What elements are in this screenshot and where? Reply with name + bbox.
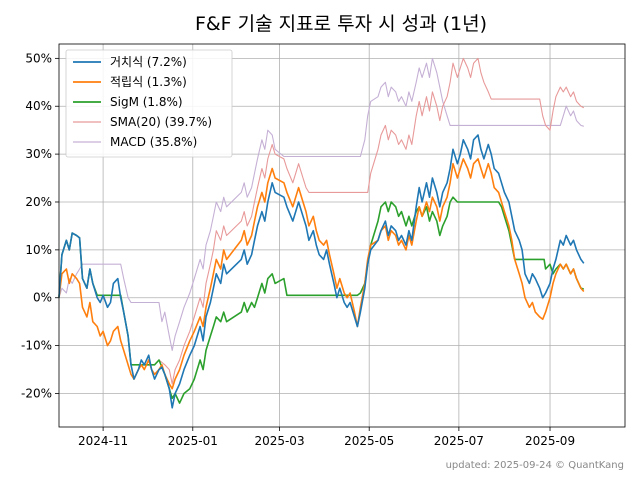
plot-frame [58,43,626,428]
y-tick-label: -20% [21,386,52,400]
legend-entry-label: SMA(20) (39.7%) [110,115,212,129]
legend: 거치식 (7.2%) 적립식 (1.3%) SigM (1.8%) SMA(20) (… [65,49,233,158]
x-tick-label: 2024-11 [78,434,128,448]
legend-entry-label: MACD (35.8%) [110,135,197,149]
y-tick-label: 40% [25,99,52,113]
grid [59,44,625,427]
y-tick-label: 10% [25,243,52,257]
y-tick-label: -10% [21,339,52,353]
chart-title: F&F 기술 지표로 투자 시 성과 (1년) [195,13,487,35]
x-tick-label: 2025-05 [344,434,394,448]
legend-entry-label: SigM (1.8%) [110,95,183,109]
y-tick-label: 0% [33,291,52,305]
legend-entry-label: 거치식 (7.2%) [110,55,187,69]
y-tick-label: 20% [25,195,52,209]
series-line-4 [58,57,584,351]
x-tick-label: 2025-09 [525,434,575,448]
series-line-1 [58,158,585,390]
axis-ticks: 2024-11 2025-01 2025-03 2025-05 2025-07 2025-… [21,51,575,448]
updated-credit: updated: 2025-09-24 © QuantKang [446,460,624,471]
x-tick-label: 2025-03 [254,434,304,448]
y-tick-label: 50% [25,51,52,65]
x-tick-label: 2025-07 [434,434,484,448]
series-line-0 [58,134,585,409]
x-tick-label: 2025-01 [168,434,218,448]
y-tick-label: 30% [25,147,52,161]
legend-box [65,49,233,158]
legend-entry-label: 적립식 (1.3%) [110,75,187,89]
series-lines [58,57,585,409]
